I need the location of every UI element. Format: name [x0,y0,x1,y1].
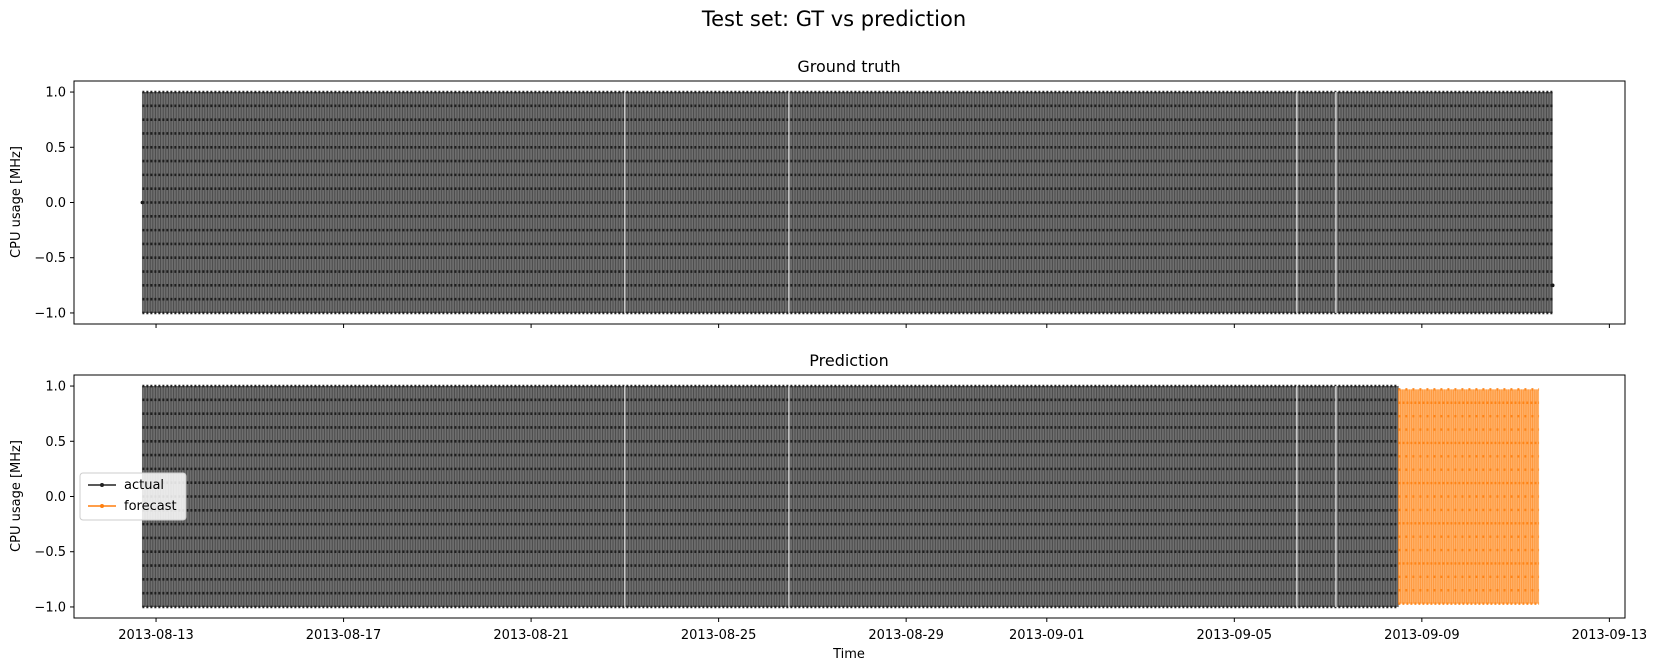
y-axis-prediction: −1.0 −0.5 0.0 0.5 1.0 [34,380,74,615]
legend-marker-actual [100,483,104,487]
x-tick-label: 2013-09-01 [1009,628,1085,643]
y-axis-ground-truth: −1.0 −0.5 0.0 0.5 1.0 [34,86,74,321]
y-tick-label: −0.5 [34,545,66,560]
y-tick-label: −0.5 [34,251,66,266]
x-tick-label: 2013-09-13 [1572,628,1648,643]
y-tick-label: 1.0 [45,380,66,395]
legend: actual forecast [79,472,187,521]
x-tick-label: 2013-09-05 [1197,628,1273,643]
plot-area-prediction [141,384,1540,609]
series-start-point [140,200,145,205]
x-tick-label: 2013-08-29 [868,628,944,643]
y-tick-label: −1.0 [34,600,66,615]
series-actual [141,384,1399,609]
x-tick-label: 2013-08-25 [681,628,757,643]
legend-marker-forecast [100,504,104,508]
panel-ground-truth: Ground truth −1.0 −0.5 0.0 0.5 1.0 CPU usage… [9,57,1626,328]
y-tick-label: 1.0 [45,86,66,101]
x-axis-prediction: 2013-08-13 2013-08-17 2013-08-21 2013-08-25… [118,618,1647,643]
legend-label-forecast: forecast [124,499,177,514]
panel-title-ground-truth: Ground truth [797,57,900,76]
y-tick-label: −1.0 [34,306,66,321]
x-axis-label: Time [832,647,865,662]
plot-area-ground-truth [140,90,1555,315]
x-tick-label: 2013-09-09 [1384,628,1460,643]
series-forecast [1397,388,1540,605]
y-axis-label-prediction: CPU usage [MHz] [9,440,24,552]
y-tick-label: 0.0 [45,490,66,505]
x-axis-ground-truth [155,324,1610,328]
x-tick-label: 2013-08-17 [306,628,382,643]
panel-title-prediction: Prediction [809,351,888,370]
x-tick-label: 2013-08-21 [493,628,569,643]
y-tick-label: 0.5 [45,141,66,156]
series-end-point [1550,283,1555,288]
x-tick-label: 2013-08-13 [118,628,194,643]
y-axis-label-ground-truth: CPU usage [MHz] [9,146,24,258]
y-tick-label: 0.0 [45,196,66,211]
series-actual [140,90,1555,315]
panel-prediction: Prediction −1.0−0.50.00.51.0 2013-08-13 2… [9,351,1647,643]
legend-label-actual: actual [124,478,164,493]
y-tick-label: 0.5 [45,435,66,450]
figure-title: Test set: GT vs prediction [701,7,966,31]
